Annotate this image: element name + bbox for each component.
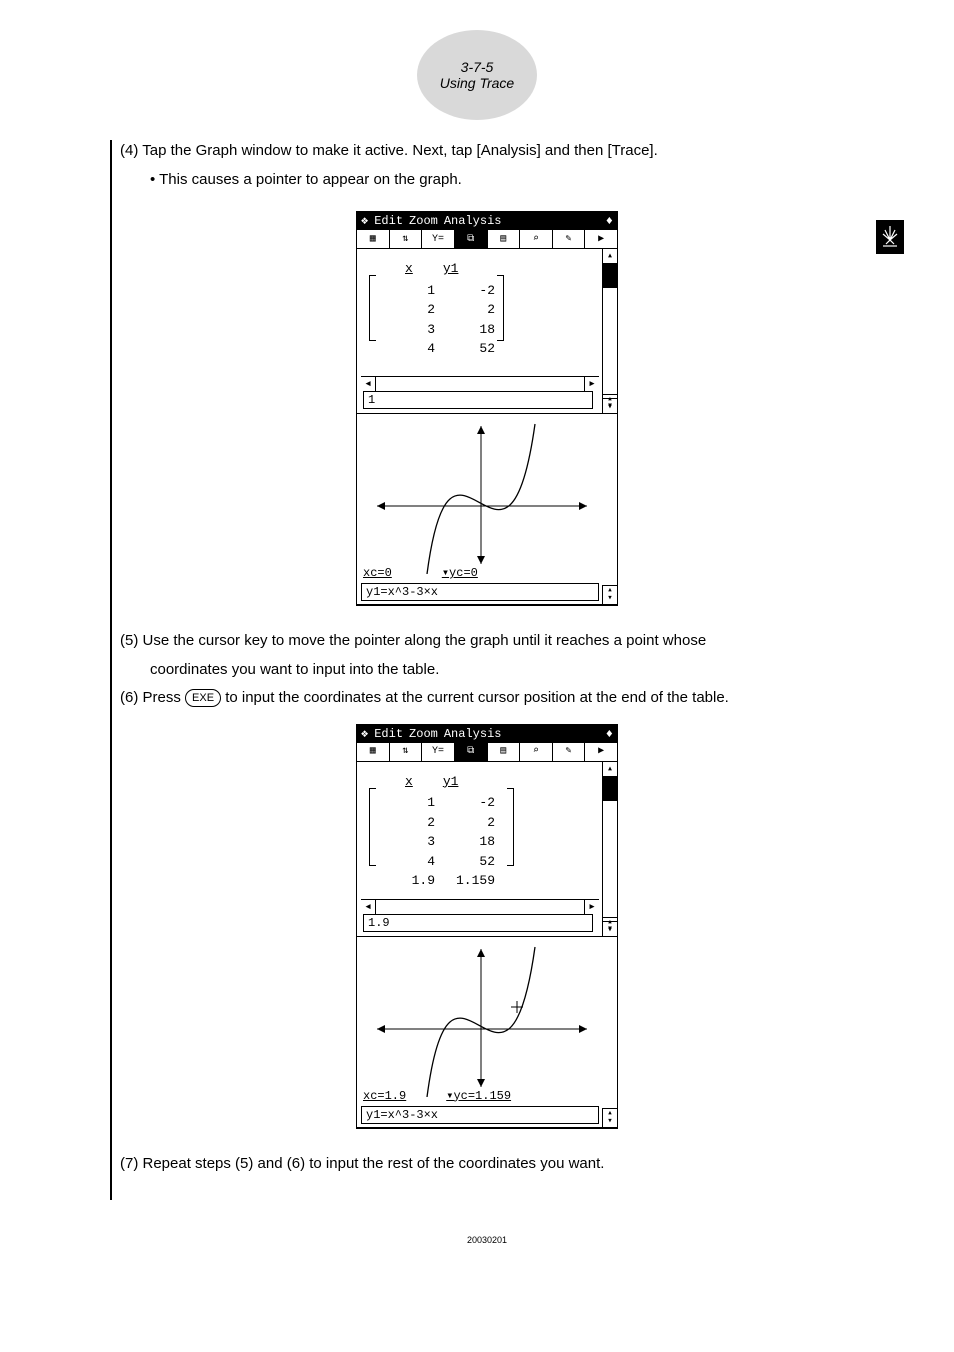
toolbar[interactable]: ▦ ⇅ Y= ⧉ ▤ ⌕ ✎ ▶ bbox=[357, 230, 617, 249]
graph-spin[interactable]: ▴▾ bbox=[602, 1108, 617, 1127]
yc-readout: yc=0 bbox=[449, 566, 478, 580]
menu-zoom[interactable]: Zoom bbox=[409, 212, 438, 230]
table-spin[interactable]: ▴▾ bbox=[602, 394, 617, 413]
menu-analysis[interactable]: Analysis bbox=[444, 212, 502, 230]
step-5: (5) Use the cursor key to move the point… bbox=[120, 630, 854, 653]
xc-readout: xc=0 bbox=[363, 564, 392, 582]
toolbar-btn-4[interactable]: ⧉ bbox=[455, 230, 488, 248]
section-badge: 3-7-5 Using Trace bbox=[417, 30, 537, 120]
menu-analysis[interactable]: Analysis bbox=[444, 725, 502, 743]
toolbar-btn-4[interactable]: ⧉ bbox=[455, 743, 488, 761]
section-title: Using Trace bbox=[440, 75, 514, 91]
table-rows: 1-2 22 318 452 1.91.159 bbox=[365, 793, 599, 891]
toolbar-btn-5[interactable]: ▤ bbox=[488, 230, 521, 248]
toolbar-right-arrow-icon[interactable]: ▶ bbox=[585, 230, 617, 248]
footer-code: 20030201 bbox=[120, 1235, 854, 1245]
menu-app-icon[interactable]: ❖ bbox=[361, 212, 368, 230]
calc-screen-1: ❖ Edit Zoom Analysis ♦ ▦ ⇅ Y= ⧉ ▤ ⌕ ✎ ▶ bbox=[356, 211, 618, 606]
table-input[interactable]: 1.9 bbox=[363, 914, 593, 932]
scroll-up-icon[interactable]: ▴ bbox=[603, 762, 617, 777]
col-x: x bbox=[405, 259, 413, 279]
toolbar-btn-2[interactable]: ⇅ bbox=[390, 230, 423, 248]
table-vscroll[interactable]: ▴ ▾ bbox=[602, 249, 617, 413]
toolbar-btn-1[interactable]: ▦ bbox=[357, 743, 390, 761]
col-y: y1 bbox=[443, 259, 459, 279]
toolbar-btn-3[interactable]: Y= bbox=[422, 743, 455, 761]
section-number: 3-7-5 bbox=[461, 59, 494, 75]
table-vscroll[interactable]: ▴ ▾ bbox=[602, 762, 617, 936]
graph-pane[interactable]: xc=0 ▾yc=0 y1=x^3-3×x ▴▾ bbox=[357, 414, 617, 605]
menu-zoom[interactable]: Zoom bbox=[409, 725, 438, 743]
menubar[interactable]: ❖ Edit Zoom Analysis ♦ bbox=[357, 725, 617, 743]
table-input[interactable]: 1 bbox=[363, 391, 593, 409]
toolbar-btn-6[interactable]: ⌕ bbox=[520, 230, 553, 248]
func-readout: y1=x^3-3×x bbox=[361, 1106, 599, 1124]
toolbar-btn-6[interactable]: ⌕ bbox=[520, 743, 553, 761]
table-rows: 1-2 22 318 452 bbox=[365, 281, 599, 359]
yc-readout: yc=1.159 bbox=[453, 1089, 511, 1103]
step-5b: coordinates you want to input into the t… bbox=[150, 659, 854, 682]
graph-spin[interactable]: ▴▾ bbox=[602, 585, 617, 604]
exe-key-icon: EXE bbox=[185, 689, 221, 708]
toolbar-btn-1[interactable]: ▦ bbox=[357, 230, 390, 248]
menu-more-icon[interactable]: ♦ bbox=[606, 212, 613, 230]
table-hscroll[interactable]: ◂ ▸ bbox=[361, 899, 599, 914]
step-7: (7) Repeat steps (5) and (6) to input th… bbox=[120, 1153, 854, 1176]
step-4: (4) Tap the Graph window to make it acti… bbox=[120, 140, 854, 163]
toolbar-btn-3[interactable]: Y= bbox=[422, 230, 455, 248]
trace-cursor-icon bbox=[511, 1001, 523, 1013]
table-pane: ▴ ▾ x y1 1-2 22 318 452 bbox=[357, 249, 617, 414]
menu-edit[interactable]: Edit bbox=[374, 212, 403, 230]
toolbar-btn-5[interactable]: ▤ bbox=[488, 743, 521, 761]
table-pane: ▴ ▾ x y1 1-2 22 318 452 1 bbox=[357, 762, 617, 937]
step-6: (6) Press EXE to input the coordinates a… bbox=[120, 687, 854, 710]
col-y: y1 bbox=[443, 772, 459, 792]
table-spin[interactable]: ▴▾ bbox=[602, 917, 617, 936]
table-hscroll[interactable]: ◂ ▸ bbox=[361, 376, 599, 391]
step-4-sub: • This causes a pointer to appear on the… bbox=[150, 169, 854, 192]
menu-more-icon[interactable]: ♦ bbox=[606, 725, 613, 743]
col-x: x bbox=[405, 772, 413, 792]
graph-canvas[interactable] bbox=[357, 414, 603, 574]
graph-canvas[interactable] bbox=[357, 937, 603, 1097]
toolbar-btn-7[interactable]: ✎ bbox=[553, 743, 586, 761]
content-left-rule bbox=[110, 140, 112, 1200]
menubar[interactable]: ❖ Edit Zoom Analysis ♦ bbox=[357, 212, 617, 230]
scroll-up-icon[interactable]: ▴ bbox=[603, 249, 617, 264]
toolbar-right-arrow-icon[interactable]: ▶ bbox=[585, 743, 617, 761]
toolbar[interactable]: ▦ ⇅ Y= ⧉ ▤ ⌕ ✎ ▶ bbox=[357, 743, 617, 762]
graph-pane[interactable]: xc=1.9 ▾yc=1.159 y1=x^3-3×x ▴▾ bbox=[357, 937, 617, 1128]
menu-edit[interactable]: Edit bbox=[374, 725, 403, 743]
xc-readout: xc=1.9 bbox=[363, 1087, 406, 1105]
graph-mode-icon bbox=[876, 220, 904, 254]
func-readout: y1=x^3-3×x bbox=[361, 583, 599, 601]
toolbar-btn-7[interactable]: ✎ bbox=[553, 230, 586, 248]
toolbar-btn-2[interactable]: ⇅ bbox=[390, 743, 423, 761]
menu-app-icon[interactable]: ❖ bbox=[361, 725, 368, 743]
calc-screen-2: ❖ Edit Zoom Analysis ♦ ▦ ⇅ Y= ⧉ ▤ ⌕ ✎ ▶ bbox=[356, 724, 618, 1129]
